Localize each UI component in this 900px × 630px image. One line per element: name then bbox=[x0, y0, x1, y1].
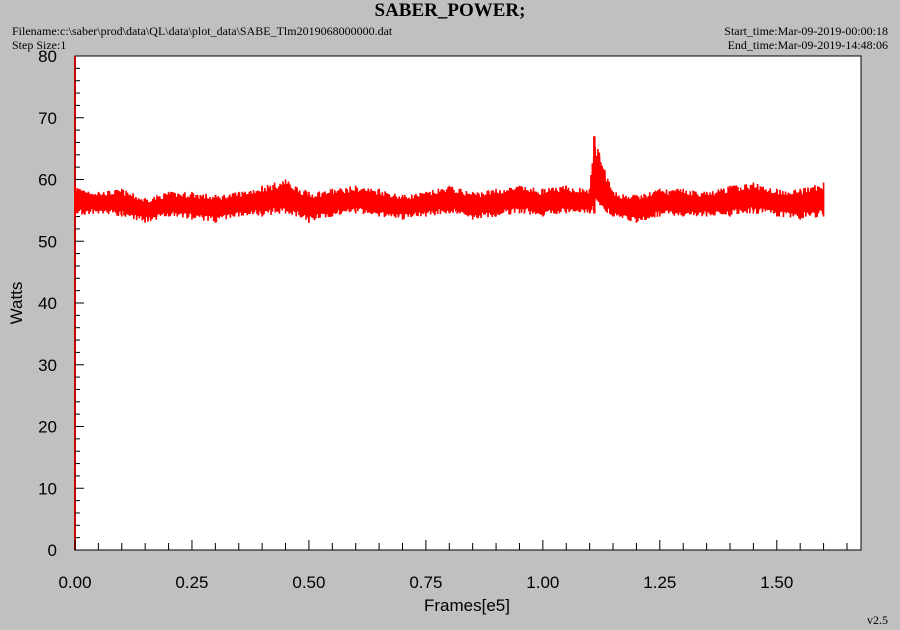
x-tick-label: 0.75 bbox=[409, 573, 442, 592]
x-tick-label: 0.50 bbox=[292, 573, 325, 592]
y-tick-label: 0 bbox=[48, 541, 57, 560]
x-axis-label: Frames[e5] bbox=[424, 596, 510, 615]
x-tick-label: 1.00 bbox=[526, 573, 559, 592]
step-size-label: Step Size:1 bbox=[12, 38, 67, 52]
y-tick-label: 50 bbox=[38, 232, 57, 251]
version-label: v2.5 bbox=[867, 613, 888, 627]
y-tick-label: 80 bbox=[38, 47, 57, 66]
y-ticks: 0 10 20 30 40 50 60 70 80 bbox=[38, 47, 84, 560]
x-ticks: 0.00 0.25 0.50 0.75 1.00 1.25 1.50 bbox=[58, 540, 848, 592]
y-tick-label: 30 bbox=[38, 356, 57, 375]
y-tick-label: 60 bbox=[38, 171, 57, 190]
y-tick-label: 40 bbox=[38, 294, 57, 313]
x-tick-label: 0.25 bbox=[175, 573, 208, 592]
x-tick-label: 0.00 bbox=[58, 573, 91, 592]
start-time-label: Start_time:Mar-09-2019-00:00:18 bbox=[724, 24, 888, 38]
y-tick-label: 70 bbox=[38, 109, 57, 128]
y-tick-label: 10 bbox=[38, 479, 57, 498]
plot-area bbox=[74, 55, 862, 551]
y-tick-label: 20 bbox=[38, 418, 57, 437]
y-axis-label: Watts bbox=[7, 282, 26, 325]
x-tick-label: 1.25 bbox=[643, 573, 676, 592]
end-time-label: End_time:Mar-09-2019-14:48:06 bbox=[727, 38, 888, 52]
x-tick-label: 1.50 bbox=[760, 573, 793, 592]
series-group bbox=[74, 136, 825, 223]
chart-title: SABER_POWER; bbox=[374, 0, 526, 21]
filename-label: Filename:c:\saber\prod\data\QL\data\plot… bbox=[12, 24, 393, 38]
